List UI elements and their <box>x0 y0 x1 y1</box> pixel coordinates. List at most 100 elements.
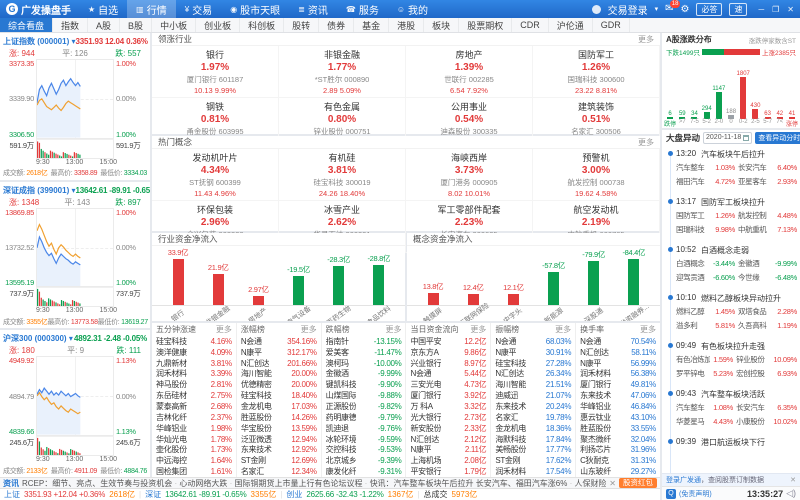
mover-event[interactable]: 09:39 港口航运板块下行 <box>667 437 797 448</box>
tab-板块[interactable]: 板块 <box>424 18 460 32</box>
mover-event[interactable]: 10:52 白酒概念走弱 白酒概念 -3.44% 金徽酒 -9.99% 迎驾贡酒 -6.60%… <box>667 245 797 283</box>
table-row[interactable]: 聚杰微纤 32.04% <box>580 434 656 445</box>
tab-综合看盘[interactable]: 综合看盘 <box>0 18 54 32</box>
table-row[interactable]: N康平 56.99% <box>580 358 656 369</box>
table-row[interactable]: 新安股份 2.33亿 <box>410 423 486 434</box>
indexbar-label[interactable]: 上证 <box>4 490 20 499</box>
table-row[interactable]: N康平 312.17% <box>241 347 317 358</box>
table-row[interactable]: C狄耐克 31.31% <box>580 455 656 466</box>
table-row[interactable]: 硅宝科技 18.40% <box>241 390 317 401</box>
table-row[interactable]: 正源股份 -9.82% <box>326 401 402 412</box>
table-row[interactable]: 海川智能 21.51% <box>495 379 571 390</box>
table-row[interactable]: N汇创达 58.11% <box>580 347 656 358</box>
hot-concepts-more-link[interactable]: 更多 <box>638 137 654 147</box>
intraday-chart[interactable] <box>36 356 114 437</box>
mover-event[interactable]: 10:10 燃料乙醇板块异动拉升 燃料乙醇 1.45% 双塔食品 2.28% 溢多利 5.81… <box>667 293 797 331</box>
menu-item-service[interactable]: ☎ 服务 <box>337 0 388 18</box>
tab-沪伦通[interactable]: 沪伦通 <box>549 18 593 32</box>
red-packet-button[interactable]: 股资红包 <box>619 478 657 488</box>
table-row[interactable]: 泛亚微透 12.94% <box>241 434 317 445</box>
table-row[interactable]: 平安银行 1.79亿 <box>410 466 486 477</box>
ticker-close-icon[interactable]: ✕ <box>609 478 616 488</box>
ticker-item[interactable]: 人保财险蚌埠支公司被罚35万：编制or提供虚假报告、报表 <box>574 478 607 488</box>
mover-event[interactable]: 13:20 汽车板块午后拉升 汽车整车 1.03% 长安汽车 6.40% 福田汽车 4.72%… <box>667 149 797 187</box>
table-row[interactable]: 惠云钛业 43.10% <box>580 412 656 423</box>
tab-GDR[interactable]: GDR <box>593 18 630 32</box>
ticker-text[interactable]: RCEP：细节、亮点、生效节奏与投资机会 · 心动网络大跌 · 国际铜期货上市量… <box>22 478 607 488</box>
table-row[interactable]: 美畅股份 17.77% <box>495 444 571 455</box>
table-row[interactable]: 厦门银行 3.92亿 <box>410 390 486 401</box>
sector-cell[interactable]: 国防军工 1.26% 国瑞科技 300600 23.22 8.81% <box>533 46 660 98</box>
table-row[interactable]: 吉林化纤 2.37% <box>156 412 232 423</box>
tab-B股[interactable]: B股 <box>120 18 153 32</box>
table-row[interactable]: 迪威迅 21.07% <box>495 390 571 401</box>
tab-中小板[interactable]: 中小板 <box>152 18 197 32</box>
sector-cell[interactable]: 银行 1.97% 厦门银行 601187 10.13 9.99% <box>152 46 279 98</box>
table-row[interactable]: 山煤国际 -9.88% <box>326 390 402 401</box>
tab-指数[interactable]: 指数 <box>53 18 89 32</box>
table-row[interactable]: N会通 5.44亿 <box>410 369 486 380</box>
table-row[interactable]: N汇创达 2.12亿 <box>410 434 486 445</box>
table-row[interactable]: 胜蓝股份 33.55% <box>580 423 656 434</box>
login-prompt-close-icon[interactable]: ✕ <box>790 477 796 484</box>
table-row[interactable]: N康平 2.11亿 <box>410 444 486 455</box>
tab-创业板[interactable]: 创业板 <box>196 18 241 32</box>
menu-item-news[interactable]: ≣ 资讯 <box>289 0 337 18</box>
tab-债券[interactable]: 债券 <box>319 18 355 32</box>
table-row[interactable]: 澳洋健康 4.09% <box>156 347 232 358</box>
table-row[interactable]: 金徽酒 -9.99% <box>326 369 402 380</box>
index-header[interactable]: 深证成指 (399001) ▾ 13642.61 -89.91 -0.65% <box>3 184 150 197</box>
menu-item-eye[interactable]: ◉ 股市天眼 <box>221 0 289 18</box>
table-row[interactable]: 厦门银行 49.81% <box>580 379 656 390</box>
rank-table-more-link[interactable]: 更多 <box>639 325 656 334</box>
table-row[interactable]: 中远海控 1.64% <box>156 455 232 466</box>
table-row[interactable]: 上海机场 2.08亿 <box>410 455 486 466</box>
table-row[interactable]: 华峰铝业 1.98% <box>156 423 232 434</box>
table-row[interactable]: 三安光电 4.73亿 <box>410 379 486 390</box>
search-icon[interactable]: Q <box>666 488 676 499</box>
intraday-chart[interactable] <box>36 207 114 288</box>
mover-event[interactable]: 09:43 汽车整车板块活跃 汽车整车 1.08% 长安汽车 6.35% 华菱星马 4.43%… <box>667 389 797 427</box>
table-row[interactable]: 神马股份 2.81% <box>156 379 232 390</box>
rank-table-more-link[interactable]: 更多 <box>215 325 232 334</box>
menu-item-trade[interactable]: ¥ 交易 <box>176 0 221 18</box>
table-row[interactable]: 名家汇 19.78% <box>495 412 571 423</box>
table-row[interactable]: 华灿光电 1.78% <box>156 434 232 445</box>
news-label[interactable]: 资讯 <box>3 478 19 488</box>
sector-cell[interactable]: 预警机 3.00% 航发控制 000738 19.62 4.58% <box>533 149 660 201</box>
intraday-chart[interactable] <box>36 59 114 139</box>
table-row[interactable]: N会通 70.54% <box>580 336 656 347</box>
table-row[interactable]: 冰轮环境 -9.59% <box>326 434 402 445</box>
table-row[interactable]: 硅宝科技 4.16% <box>156 336 232 347</box>
mover-event[interactable]: 13:17 国防军工板块拉升 国防军工 1.26% 航发控制 4.48% 国瑞科技 9.98%… <box>667 197 797 235</box>
table-row[interactable]: N会通 68.03% <box>495 336 571 347</box>
table-row[interactable]: 京东方A 9.86亿 <box>410 347 486 358</box>
table-row[interactable]: 中国平安 12.2亿 <box>410 336 486 347</box>
gf-login-link[interactable]: 登录广发通 <box>666 477 701 484</box>
table-row[interactable]: ST金刚 12.69% <box>241 455 317 466</box>
table-row[interactable]: 九鼎新材 3.81% <box>156 358 232 369</box>
table-row[interactable]: ST金刚 17.62% <box>495 455 571 466</box>
table-row[interactable]: 华宝股份 13.59% <box>241 423 317 434</box>
disclaimer-link[interactable]: (免责声明) <box>679 490 712 498</box>
rank-table-more-link[interactable]: 更多 <box>555 325 572 334</box>
table-row[interactable]: 东来技术 47.06% <box>580 390 656 401</box>
sector-cell[interactable]: 海峡西岸 3.73% 厦门港务 000905 8.02 10.01% <box>406 149 533 201</box>
table-row[interactable]: N汇创达 201.66% <box>241 358 317 369</box>
table-row[interactable]: 指南针 -13.15% <box>326 336 402 347</box>
tab-股转[interactable]: 股转 <box>284 18 320 32</box>
mover-event[interactable]: 09:49 有色板块拉升走强有色冶炼加工1.59%锌业股份 10.09% 罗平锌电 5.… <box>667 341 797 379</box>
ticker-item[interactable]: 心动网络大跌 <box>179 478 228 488</box>
table-row[interactable]: N汇创达 26.34% <box>495 369 571 380</box>
mail-icon[interactable]: ✉ 18 <box>665 0 681 14</box>
trade-login-button[interactable]: 交易登录 <box>607 5 648 17</box>
indexbar-label[interactable]: 创业 <box>286 490 303 499</box>
ticker-item[interactable]: RCEP：细节、亮点、生效节奏与投资机会 <box>22 478 173 488</box>
index-header[interactable]: 沪深300 (000300) ▾ 4892.31 -2.48 -0.05% <box>3 332 147 345</box>
table-row[interactable]: 东来技术 12.92% <box>241 444 317 455</box>
sector-cell[interactable]: 发动机叶片 4.34% ST抚钢 600399 11.43 4.96% <box>152 149 279 201</box>
table-row[interactable]: 国检集团 1.61% <box>156 466 232 477</box>
table-row[interactable]: 康发化纤 -9.31% <box>326 466 402 477</box>
table-row[interactable]: 润禾材料 17.54% <box>495 466 571 477</box>
minimize-icon[interactable]: ─ <box>758 4 765 14</box>
